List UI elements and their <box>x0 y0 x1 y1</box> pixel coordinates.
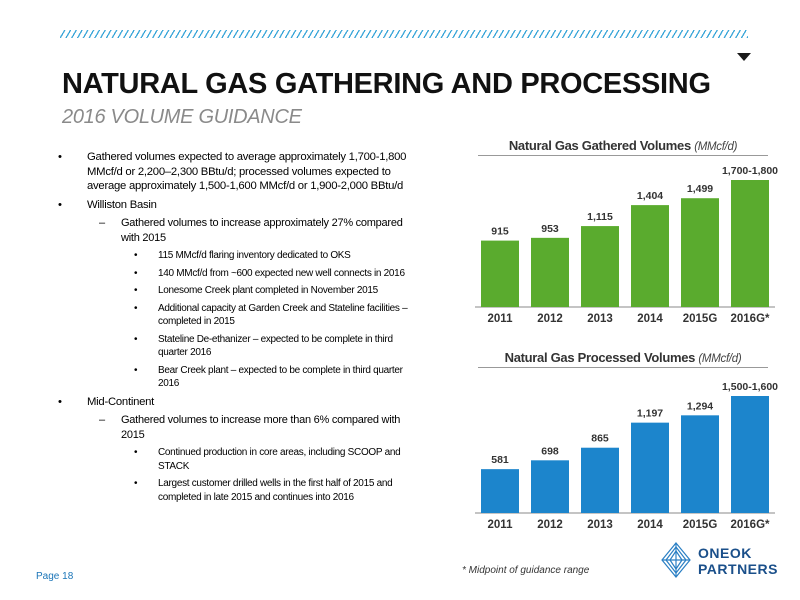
gathered-chart-title-text: Natural Gas Gathered Volumes <box>508 138 691 153</box>
decorative-hatch-band <box>60 30 748 38</box>
x-tick-label: 2016G* <box>730 313 770 325</box>
bar-2015G <box>681 198 719 307</box>
x-tick-label: 2011 <box>488 313 514 325</box>
data-label: 1,499 <box>687 183 713 195</box>
data-label: 1,700-1,800 <box>722 165 778 177</box>
bar-2015G <box>681 415 719 513</box>
data-label: 953 <box>541 223 559 235</box>
x-tick-label: 2013 <box>587 313 613 325</box>
data-label: 1,197 <box>637 408 663 420</box>
x-tick-label: 2012 <box>537 313 563 325</box>
bullet-level3-item: Continued production in core areas, incl… <box>55 446 420 473</box>
data-label: 1,404 <box>637 190 663 202</box>
logo-wordmark: ONEOK PARTNERS <box>698 545 778 577</box>
x-tick-label: 2015G <box>683 313 718 325</box>
bullet-level3-item: 115 MMcf/d flaring inventory dedicated t… <box>55 249 420 263</box>
processed-chart-unit: (MMcf/d) <box>698 353 742 365</box>
bar-2013 <box>581 447 619 513</box>
x-tick-label: 2014 <box>637 313 663 325</box>
x-tick-label: 2012 <box>537 519 563 531</box>
x-tick-label: 2011 <box>488 519 514 531</box>
bullet-list: Gathered volumes expected to average app… <box>55 150 420 508</box>
bullet-level3-item: Largest customer drilled wells in the fi… <box>55 477 420 504</box>
gathered-chart-title: Natural Gas Gathered Volumes (MMcf/d) <box>478 138 768 156</box>
data-label: 698 <box>541 445 559 457</box>
bullet-level3-item: Additional capacity at Garden Creek and … <box>55 302 420 329</box>
bar-2011 <box>481 240 519 307</box>
bullet-level3-item: Bear Creek plant – expected to be comple… <box>55 364 420 391</box>
x-tick-label: 2013 <box>587 519 613 531</box>
bullet-level1-item: Gathered volumes expected to average app… <box>55 150 420 194</box>
data-label: 865 <box>591 433 609 445</box>
slide-subtitle: 2016 VOLUME GUIDANCE <box>62 106 302 128</box>
bar-2016G* <box>731 396 769 513</box>
bar-2013 <box>581 226 619 307</box>
bar-2014 <box>631 422 669 513</box>
bar-2012 <box>531 237 569 307</box>
bullet-level1-item: Mid-Continent <box>55 395 420 410</box>
processed-volumes-chart: 581 2011 698 2012 865 2013 1,197 2014 1,294 2015G… <box>475 381 778 531</box>
slide-title: NATURAL GAS GATHERING AND PROCESSING <box>62 68 711 100</box>
bullet-level3-item: 140 MMcf/d from ~600 expected new well c… <box>55 267 420 281</box>
processed-chart-title: Natural Gas Processed Volumes (MMcf/d) <box>478 350 768 368</box>
data-label: 915 <box>491 226 509 238</box>
bullet-level1-item: Williston Basin <box>55 198 420 213</box>
data-label: 1,294 <box>687 400 713 412</box>
logo-line1: ONEOK <box>698 545 752 561</box>
gathered-chart-unit: (MMcf/d) <box>694 141 738 153</box>
data-label: 1,115 <box>587 211 613 223</box>
bullet-level2-item: Gathered volumes to increase more than 6… <box>55 413 420 442</box>
processed-chart-title-text: Natural Gas Processed Volumes <box>504 350 696 365</box>
x-tick-label: 2014 <box>637 519 663 531</box>
x-tick-label: 2016G* <box>730 519 770 531</box>
data-label: 581 <box>491 454 509 466</box>
bar-2011 <box>481 469 519 513</box>
footnote: * Midpoint of guidance range <box>462 565 590 576</box>
bullet-level2-item: Gathered volumes to increase approximate… <box>55 216 420 245</box>
logo-line2: PARTNERS <box>698 561 778 577</box>
gathered-volumes-chart: 915 2011 953 2012 1,115 2013 1,404 2014 1,499 201… <box>475 165 778 325</box>
data-label: 1,500-1,600 <box>722 381 778 393</box>
oneok-partners-logo: ONEOK PARTNERS <box>660 541 777 581</box>
bar-2012 <box>531 460 569 513</box>
bullet-level3-item: Stateline De-ethanizer – expected to be … <box>55 333 420 360</box>
bar-2014 <box>631 205 669 307</box>
bullet-level3-item: Lonesome Creek plant completed in Novemb… <box>55 284 420 298</box>
bar-2016G* <box>731 180 769 307</box>
x-tick-label: 2015G <box>683 519 718 531</box>
oneok-logo-icon <box>661 542 691 578</box>
page-number: Page 18 <box>36 571 74 582</box>
triangle-marker-icon <box>737 53 751 61</box>
